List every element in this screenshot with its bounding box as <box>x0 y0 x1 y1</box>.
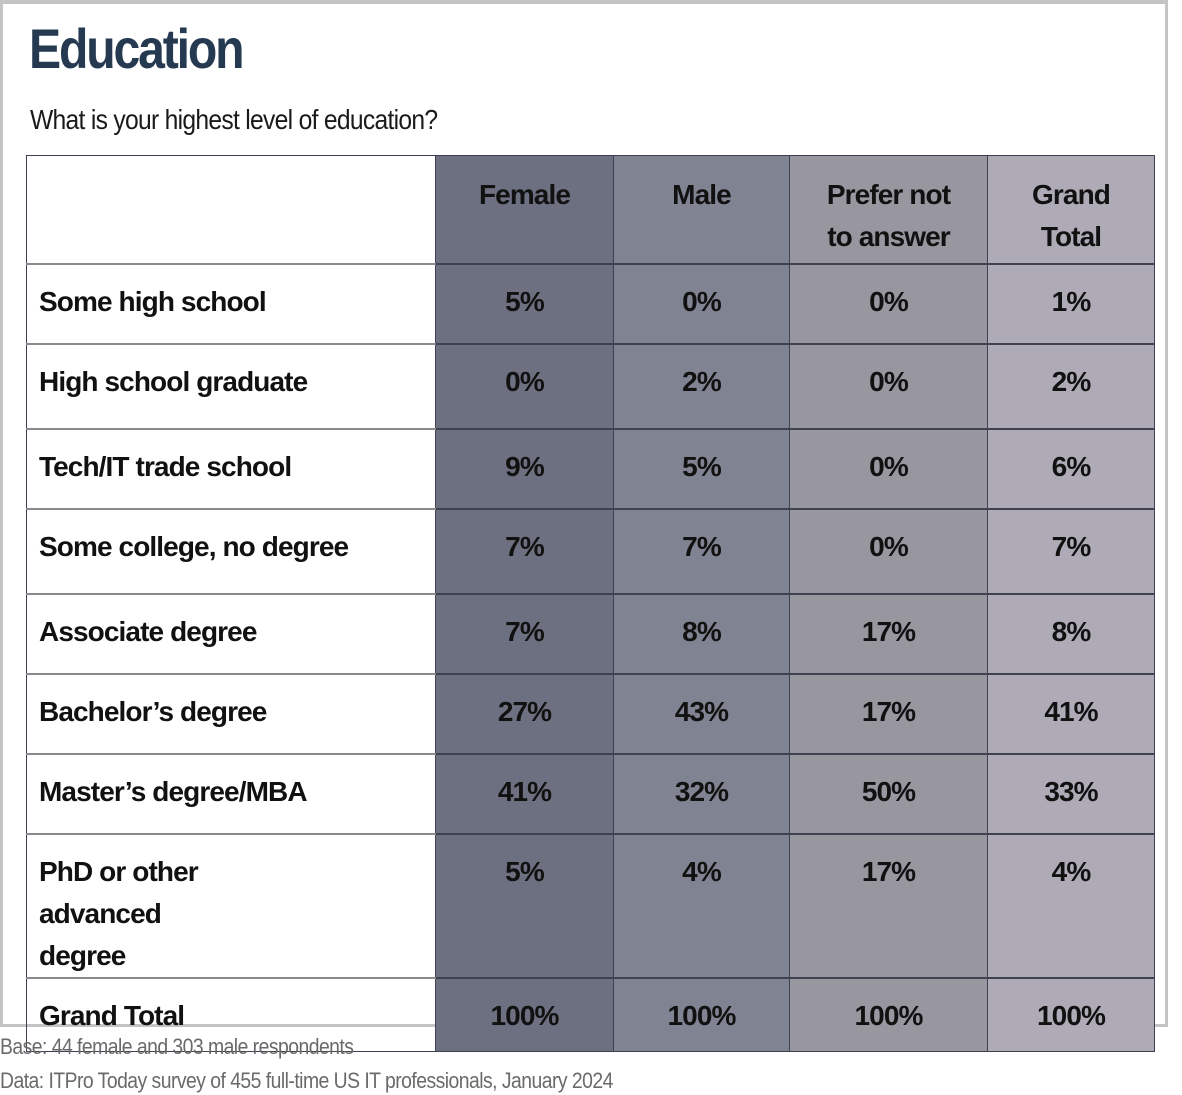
cell-prefer-not: 0% <box>789 262 988 344</box>
row-label: Tech/IT trade school <box>26 427 436 509</box>
cell-grand-total: 7% <box>987 507 1155 594</box>
cell-female: 9% <box>435 427 614 509</box>
header-female: Female <box>435 155 614 264</box>
table-row: Master’s degree/MBA 41% 32% 50% 33% <box>26 752 1155 834</box>
table-row: Some college, no degree 7% 7% 0% 7% <box>26 507 1155 594</box>
row-label: Master’s degree/MBA <box>26 752 436 834</box>
chart-subtitle: What is your highest level of education? <box>30 104 438 135</box>
row-label: Some high school <box>26 262 436 344</box>
cell-male: 7% <box>613 507 790 594</box>
cell-grand-total: 6% <box>987 427 1155 509</box>
cell-male: 4% <box>613 832 790 978</box>
header-blank <box>26 155 436 264</box>
cell-grand-total: 1% <box>987 262 1155 344</box>
cell-prefer-not: 0% <box>789 507 988 594</box>
cell-grand-total: 2% <box>987 342 1155 429</box>
footnote-base: Base: 44 female and 303 male respondents <box>0 1034 354 1059</box>
header-prefer-not: Prefer not to answer <box>789 155 988 264</box>
cell-male: 5% <box>613 427 790 509</box>
row-label: Associate degree <box>26 592 436 674</box>
table-row: PhD or other advanced degree 5% 4% 17% 4% <box>26 832 1155 978</box>
cell-male: 2% <box>613 342 790 429</box>
cell-grand-total: 41% <box>987 672 1155 754</box>
cell-grand-total: 33% <box>987 752 1155 834</box>
cell-prefer-not: 0% <box>789 427 988 509</box>
cell-prefer-not: 50% <box>789 752 988 834</box>
cell-female: 41% <box>435 752 614 834</box>
cell-female: 100% <box>435 976 614 1052</box>
chart-title: Education <box>29 17 245 80</box>
cell-prefer-not: 100% <box>789 976 988 1052</box>
cell-female: 0% <box>435 342 614 429</box>
row-label: High school graduate <box>26 342 436 429</box>
table-row: Tech/IT trade school 9% 5% 0% 6% <box>26 427 1155 509</box>
cell-prefer-not: 17% <box>789 592 988 674</box>
table-body: Some high school 5% 0% 0% 1% High school grad… <box>26 262 1155 1052</box>
cell-male: 8% <box>613 592 790 674</box>
row-label: Bachelor’s degree <box>26 672 436 754</box>
cell-male: 100% <box>613 976 790 1052</box>
cell-male: 32% <box>613 752 790 834</box>
cell-female: 27% <box>435 672 614 754</box>
row-label: Some college, no degree <box>26 507 436 594</box>
header-grand-total: Grand Total <box>987 155 1155 264</box>
cell-grand-total: 4% <box>987 832 1155 978</box>
table-row: Some high school 5% 0% 0% 1% <box>26 262 1155 344</box>
cell-female: 7% <box>435 592 614 674</box>
header-male: Male <box>613 155 790 264</box>
education-table: Female Male Prefer not to answer Grand T… <box>26 155 1155 1052</box>
footnote-source: Data: ITPro Today survey of 455 full-tim… <box>0 1068 613 1093</box>
table-row: Bachelor’s degree 27% 43% 17% 41% <box>26 672 1155 754</box>
header-grand-total-text: Grand Total <box>1032 179 1111 252</box>
cell-female: 5% <box>435 832 614 978</box>
cell-grand-total: 100% <box>987 976 1155 1052</box>
cell-male: 0% <box>613 262 790 344</box>
header-prefer-not-text: Prefer not to answer <box>826 179 951 252</box>
cell-prefer-not: 17% <box>789 672 988 754</box>
cell-prefer-not: 0% <box>789 342 988 429</box>
cell-prefer-not: 17% <box>789 832 988 978</box>
header-row: Female Male Prefer not to answer Grand T… <box>26 155 1155 264</box>
cell-female: 7% <box>435 507 614 594</box>
table-row: Grand Total 100% 100% 100% 100% <box>26 976 1155 1052</box>
table-row: High school graduate 0% 2% 0% 2% <box>26 342 1155 429</box>
row-label: Grand Total <box>26 976 436 1052</box>
cell-female: 5% <box>435 262 614 344</box>
table-row: Associate degree 7% 8% 17% 8% <box>26 592 1155 674</box>
cell-grand-total: 8% <box>987 592 1155 674</box>
row-label: PhD or other advanced degree <box>26 832 436 978</box>
cell-male: 43% <box>613 672 790 754</box>
